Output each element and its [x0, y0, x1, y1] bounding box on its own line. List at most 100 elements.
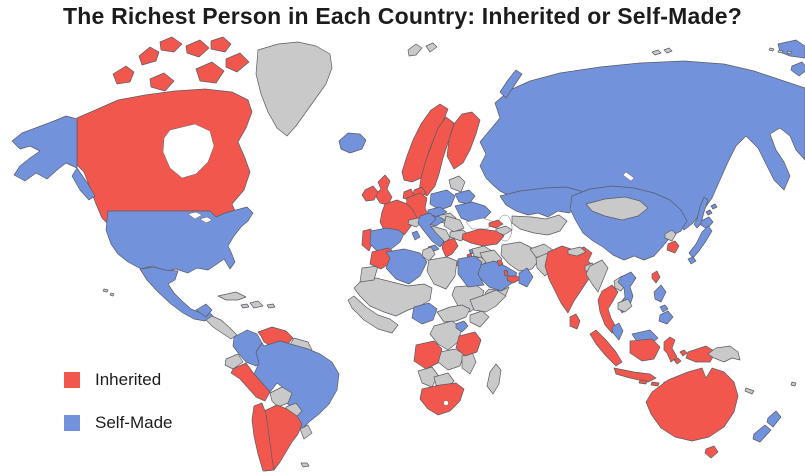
- country-belarus: [454, 189, 476, 205]
- great-lakes-1: [187, 211, 203, 220]
- country-canada: [76, 88, 253, 233]
- chart-title: The Richest Person in Each Country: Inhe…: [63, 3, 742, 29]
- country-finland: [446, 111, 481, 170]
- country-kenya: [469, 310, 490, 328]
- region-central-america: [205, 315, 238, 340]
- inherited-label: Inherited: [95, 370, 162, 389]
- island-hispaniola: [249, 300, 264, 309]
- country-kuwait: [496, 259, 504, 267]
- fiji-islands: [790, 381, 797, 387]
- country-united-kingdom: [374, 174, 393, 206]
- country-mexico-yucatan: [195, 303, 213, 318]
- country-poland: [429, 189, 456, 211]
- country-canada-archipelago-7: [195, 61, 225, 84]
- hawaii-islands: [102, 288, 115, 297]
- country-bolivia: [269, 386, 293, 408]
- country-taiwan: [651, 270, 661, 284]
- country-myanmar: [585, 259, 609, 293]
- region-guinea-coast: [347, 295, 399, 334]
- country-philippines-mindanao: [658, 310, 674, 325]
- country-ireland: [361, 185, 379, 202]
- country-south-korea: [666, 240, 680, 254]
- country-united-arab-emirates: [506, 275, 522, 284]
- chukotka: [777, 39, 805, 77]
- country-indonesia-moluccas: [673, 349, 688, 365]
- legend-item-self-made: Self-Made: [64, 413, 173, 432]
- aleutian-islands: [768, 47, 793, 55]
- great-lakes-2: [199, 216, 213, 224]
- country-papua-new-guinea: [707, 345, 741, 363]
- region-western-sahara: [359, 265, 379, 283]
- country-australia-tasmania: [704, 445, 719, 459]
- country-uganda: [455, 320, 469, 333]
- country-japan-honshu: [688, 225, 713, 259]
- country-kazakhstan: [499, 186, 587, 218]
- country-nepal: [567, 246, 587, 257]
- country-sri-lanka: [569, 313, 581, 330]
- country-ecuador: [224, 353, 244, 370]
- country-iceland: [338, 132, 367, 154]
- country-australia: [645, 367, 739, 442]
- country-madagascar: [486, 363, 502, 395]
- new-caledonia: [744, 387, 755, 395]
- country-indonesia-west-papua: [685, 345, 717, 363]
- country-italy-sardinia: [411, 230, 421, 241]
- legend-item-inherited: Inherited: [64, 370, 172, 389]
- country-thailand: [597, 284, 619, 334]
- country-new-zealand-south: [752, 424, 772, 443]
- self-made-label: Self-Made: [95, 413, 173, 432]
- country-canada-archipelago-8: [149, 72, 175, 92]
- country-new-zealand-north: [766, 410, 782, 428]
- country-angola: [413, 340, 443, 370]
- country-dr-congo: [429, 320, 463, 351]
- country-greece: [441, 237, 459, 258]
- country-peru: [230, 362, 271, 402]
- country-japan-kyushu: [687, 256, 697, 265]
- country-north-korea: [664, 229, 677, 242]
- inherited-swatch-icon: [64, 372, 80, 388]
- region-central-asia: [511, 214, 568, 236]
- kuril-islands: [705, 203, 718, 216]
- country-canada-archipelago-2: [138, 46, 160, 66]
- country-tunisia: [421, 246, 436, 262]
- self-made-swatch-icon: [64, 415, 80, 431]
- country-united-states: [105, 206, 254, 274]
- country-greenland: [255, 41, 333, 137]
- country-ukraine: [454, 201, 492, 223]
- country-indonesia-sulawesi: [663, 336, 678, 363]
- country-japan-hokkaido: [700, 216, 714, 230]
- hudson-bay: [162, 123, 215, 179]
- country-philippines-luzon: [653, 284, 667, 303]
- country-canada-archipelago-5: [210, 36, 232, 53]
- country-canada-archipelago-4: [185, 39, 210, 58]
- country-canada-archipelago-1: [112, 65, 135, 85]
- lesotho: [443, 400, 449, 406]
- country-united-states-alaska: [11, 115, 78, 182]
- country-romania: [443, 215, 465, 233]
- country-jamaica: [240, 303, 250, 309]
- country-algeria: [385, 248, 428, 285]
- country-philippines-visayas: [659, 304, 669, 313]
- country-united-states-alaska-panhandle: [71, 167, 96, 201]
- country-italy: [417, 212, 445, 248]
- region-central-africa: [436, 304, 471, 323]
- country-mongolia: [585, 196, 649, 221]
- novaya-zemlya: [499, 69, 523, 99]
- country-chile: [251, 402, 275, 472]
- falkland-islands: [300, 462, 310, 468]
- country-egypt: [457, 255, 485, 288]
- country-india: [544, 245, 595, 314]
- new-siberian-islands: [651, 47, 673, 56]
- country-malaysia-peninsula: [611, 322, 624, 341]
- country-qatar: [503, 269, 509, 277]
- country-indonesia-sumatra: [589, 329, 623, 367]
- legend: Inherited Self-Made: [64, 370, 173, 457]
- country-georgia: [488, 219, 504, 229]
- country-portugal: [361, 228, 374, 252]
- country-spain: [369, 227, 405, 253]
- region-baltic-states: [448, 175, 466, 193]
- country-oman: [518, 267, 534, 288]
- region-horn-of-africa: [469, 289, 507, 313]
- country-cambodia: [617, 298, 633, 313]
